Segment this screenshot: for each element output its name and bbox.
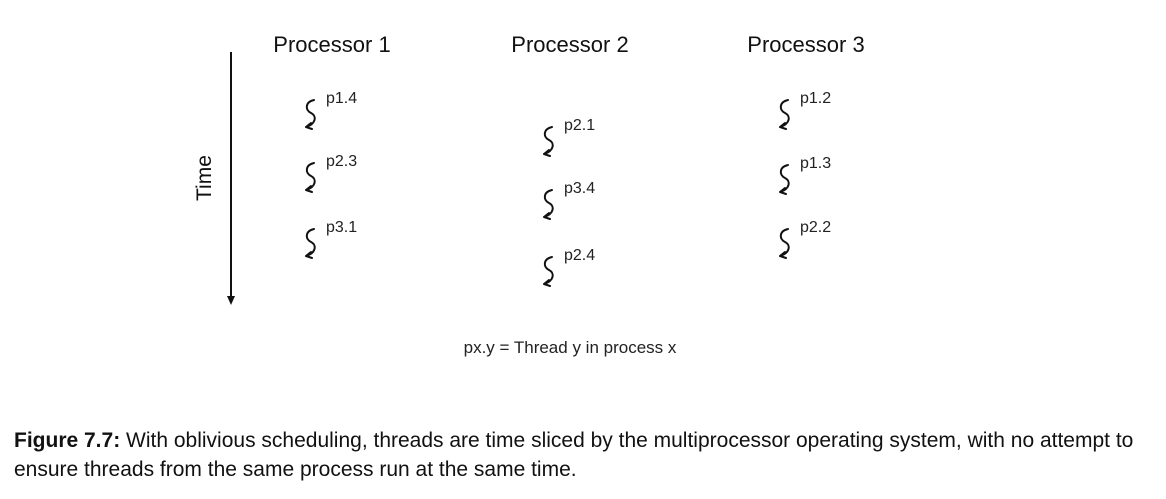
thread-label: p2.3 bbox=[326, 153, 358, 170]
processor-2-title: Processor 2 bbox=[511, 32, 629, 57]
scheduling-diagram: Time Processor 1 Processor 2 Processor 3… bbox=[193, 32, 865, 357]
thread-label: p1.3 bbox=[800, 155, 832, 172]
thread-label: p1.4 bbox=[326, 90, 358, 107]
figure-caption: Figure 7.7: With oblivious scheduling, t… bbox=[14, 426, 1154, 484]
time-axis-arrow-icon bbox=[224, 52, 238, 307]
thread-label: p3.1 bbox=[326, 219, 358, 236]
thread-label: p2.2 bbox=[800, 219, 832, 236]
thread-squiggle-icon bbox=[305, 162, 316, 193]
thread-squiggle-icon bbox=[779, 99, 790, 130]
thread-squiggle-icon bbox=[543, 256, 554, 287]
thread-squiggle-icon bbox=[305, 99, 316, 130]
thread-squiggle-icon bbox=[779, 164, 790, 195]
processor-1-title: Processor 1 bbox=[273, 32, 391, 57]
legend-note: px.y = Thread y in process x bbox=[463, 338, 677, 357]
thread-p2-2: p2.2 bbox=[776, 219, 856, 269]
thread-p1-4: p1.4 bbox=[302, 90, 382, 140]
caption-text: With oblivious scheduling, threads are t… bbox=[14, 429, 1134, 481]
thread-p3-4: p3.4 bbox=[540, 180, 620, 230]
processor-3-title: Processor 3 bbox=[747, 32, 865, 57]
thread-p3-1: p3.1 bbox=[302, 219, 382, 269]
thread-p2-4: p2.4 bbox=[540, 247, 620, 297]
caption-label: Figure 7.7: bbox=[14, 429, 121, 452]
thread-label: p1.2 bbox=[800, 90, 832, 107]
thread-label: p3.4 bbox=[564, 180, 596, 197]
thread-label: p2.1 bbox=[564, 117, 596, 134]
thread-squiggle-icon bbox=[779, 228, 790, 259]
thread-squiggle-icon bbox=[305, 228, 316, 259]
thread-p2-3: p2.3 bbox=[302, 153, 382, 203]
thread-p1-2: p1.2 bbox=[776, 90, 856, 140]
thread-label: p2.4 bbox=[564, 247, 596, 264]
thread-p2-1: p2.1 bbox=[540, 117, 620, 167]
thread-p1-3: p1.3 bbox=[776, 155, 856, 205]
thread-squiggle-icon bbox=[543, 189, 554, 220]
time-axis-label: Time bbox=[193, 155, 216, 201]
thread-squiggle-icon bbox=[543, 126, 554, 157]
